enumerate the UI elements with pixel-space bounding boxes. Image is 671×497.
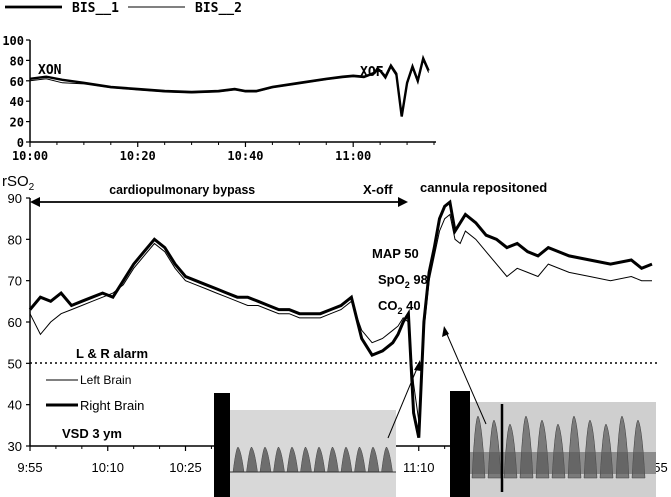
rso2-y-tick-label: 60 (8, 315, 22, 330)
rso2-x-tick-label: 10:10 (91, 460, 124, 475)
annotation-xof: XOF (360, 65, 384, 80)
bis-y-tick-label: 0 (17, 136, 24, 150)
waveform-beat (313, 446, 326, 473)
waveform-beat (300, 446, 312, 473)
annotation-patient: VSD 3 ym (62, 426, 122, 441)
bis-y-tick-label: 100 (2, 34, 24, 48)
waveform-beat (286, 446, 299, 473)
inset-pointer-arrows (387, 326, 487, 439)
bis-x-tick-label: 11:00 (335, 149, 371, 163)
waveform-beat (327, 446, 339, 473)
waveform-inset-1 (214, 393, 396, 497)
legend-bis2-label: BIS__2 (195, 1, 242, 16)
rso2-y-tick-label: 40 (8, 398, 22, 413)
rso2-x-tick-label: 10:25 (169, 460, 202, 475)
waveform-beat (259, 446, 272, 473)
bis-x-tick-label: 10:00 (12, 149, 48, 163)
annotation-co2: CO2 40 (378, 298, 421, 316)
rso2-ylabel: rSO2 (2, 173, 35, 193)
waveform-beat (381, 446, 393, 473)
bis-y-tick-label: 80 (10, 54, 24, 68)
bis-y-tick-label: 60 (10, 75, 24, 89)
annotation-cannula: cannula repositoned (420, 180, 547, 195)
annotation-map: MAP 50 (372, 246, 419, 261)
waveform-beat (246, 446, 258, 473)
annotation-spo2: SpO2 98 (378, 272, 428, 290)
annotation-xoff: X-off (363, 182, 393, 197)
annotation-xon: XON (38, 63, 62, 78)
bis-y-tick-label: 20 (10, 116, 24, 130)
legend-right-brain-label: Right Brain (80, 398, 144, 413)
rso2-x-tick-label: 9:55 (17, 460, 42, 475)
waveform-beat (340, 446, 353, 473)
waveform-beat (354, 446, 366, 473)
legend-bis1-label: BIS__1 (72, 1, 119, 16)
rso2-y-tick-label: 50 (8, 356, 22, 371)
waveform-beat (232, 446, 245, 473)
bis-x-tick-label: 10:20 (120, 149, 156, 163)
bis-y-ticks: 100 80 60 40 20 0 (2, 34, 30, 150)
legend-left-brain-label: Left Brain (80, 373, 131, 387)
rso2-y-tick-label: 90 (8, 191, 22, 206)
bis-x-tick-label: 10:40 (227, 149, 263, 163)
annotation-bypass: cardiopulmonary bypass (109, 183, 255, 197)
annotation-alarm: L & R alarm (76, 346, 148, 361)
bis-y-tick-label: 40 (10, 95, 24, 109)
bypass-arrow (30, 197, 408, 207)
rso2-y-tick-label: 70 (8, 274, 22, 289)
rso2-x-tick-label: 11:10 (403, 460, 435, 475)
waveform-inset-2 (450, 391, 656, 497)
series-bis1-line (29, 54, 430, 117)
rso2-y-tick-label: 80 (8, 232, 22, 247)
bis-x-ticks: 10:00 10:20 10:40 11:00 (12, 142, 435, 163)
rso2-y-tick-label: 30 (8, 439, 22, 454)
series-right-brain-line (28, 199, 653, 439)
waveform-beat (273, 446, 285, 473)
series-left-brain-line (29, 213, 652, 422)
waveform-beat (367, 446, 380, 473)
rso2-y-ticks: 90 80 70 60 50 40 30 (8, 191, 30, 454)
